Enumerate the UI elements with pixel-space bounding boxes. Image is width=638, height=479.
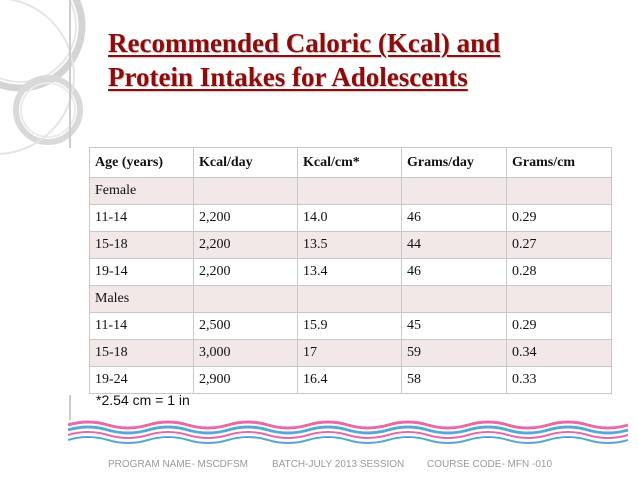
table-header-row: Age (years) Kcal/day Kcal/cm* Grams/day … — [89, 147, 612, 178]
header-cell: Kcal/day — [193, 147, 298, 178]
footer-program-name: PROGRAM NAME- MSCDFSM — [108, 459, 248, 470]
table-cell: 14.0 — [297, 204, 402, 232]
table-row: 11-14 2,500 15.9 45 0.29 — [89, 312, 612, 340]
table-cell: 0.28 — [506, 258, 612, 286]
footer-course-code: COURSE CODE- MFN -010 — [427, 459, 553, 470]
table-row-female-section: Female — [89, 177, 612, 205]
table-cell: 13.4 — [297, 258, 402, 286]
table-cell: 11-14 — [89, 204, 194, 232]
table-cell — [506, 177, 612, 205]
table-row: 15-18 3,000 17 59 0.34 — [89, 339, 612, 367]
table-cell: 2,900 — [193, 366, 298, 394]
footnote: *2.54 cm = 1 in — [96, 392, 190, 408]
table-cell: 46 — [401, 204, 507, 232]
table-cell: 59 — [401, 339, 507, 367]
table-cell: 45 — [401, 312, 507, 340]
table-cell: 15.9 — [297, 312, 402, 340]
table-cell: 0.29 — [506, 204, 612, 232]
table-cell: 15-18 — [89, 339, 194, 367]
table-cell: 19-14 — [89, 258, 194, 286]
table-cell: 13.5 — [297, 231, 402, 259]
table-cell: 0.33 — [506, 366, 612, 394]
table-cell: 2,200 — [193, 231, 298, 259]
table-cell — [193, 177, 298, 205]
table-cell: 0.34 — [506, 339, 612, 367]
footer-batch: BATCH-JULY 2013 SESSION — [272, 459, 405, 470]
table-cell: 16.4 — [297, 366, 402, 394]
table-row: 19-14 2,200 13.4 46 0.28 — [89, 258, 612, 286]
table-row: 15-18 2,200 13.5 44 0.27 — [89, 231, 612, 259]
title-line-1: Recommended Caloric (Kcal) and — [108, 28, 501, 58]
table-cell: 0.29 — [506, 312, 612, 340]
table-cell — [401, 285, 507, 313]
table-cell — [193, 285, 298, 313]
header-cell: Kcal/cm* — [297, 147, 402, 178]
table-cell: 2,200 — [193, 204, 298, 232]
header-cell: Age (years) — [89, 147, 194, 178]
table-row: 11-14 2,200 14.0 46 0.29 — [89, 204, 612, 232]
header-cell: Grams/day — [401, 147, 507, 178]
table-cell: 58 — [401, 366, 507, 394]
table-cell: 0.27 — [506, 231, 612, 259]
table-cell: 3,000 — [193, 339, 298, 367]
table-row: 19-24 2,900 16.4 58 0.33 — [89, 366, 612, 394]
table-cell: 44 — [401, 231, 507, 259]
table-row-males-section: Males — [89, 285, 612, 313]
table-cell: 11-14 — [89, 312, 194, 340]
table-cell: 15-18 — [89, 231, 194, 259]
table-cell: 2,200 — [193, 258, 298, 286]
table-cell: 2,500 — [193, 312, 298, 340]
nutrition-table: Age (years) Kcal/day Kcal/cm* Grams/day … — [89, 147, 612, 394]
table-cell — [401, 177, 507, 205]
decorative-wave-border — [68, 420, 629, 444]
title-line-2: Protein Intakes for Adolescents — [108, 62, 468, 92]
table-cell — [297, 285, 402, 313]
section-label-cell: Males — [89, 285, 194, 313]
table-cell: 17 — [297, 339, 402, 367]
slide-title: Recommended Caloric (Kcal) and Protein I… — [108, 26, 628, 94]
table-cell: 46 — [401, 258, 507, 286]
table-cell — [506, 285, 612, 313]
header-cell: Grams/cm — [506, 147, 612, 178]
table-cell: 19-24 — [89, 366, 194, 394]
table-cell — [297, 177, 402, 205]
section-label-cell: Female — [89, 177, 194, 205]
